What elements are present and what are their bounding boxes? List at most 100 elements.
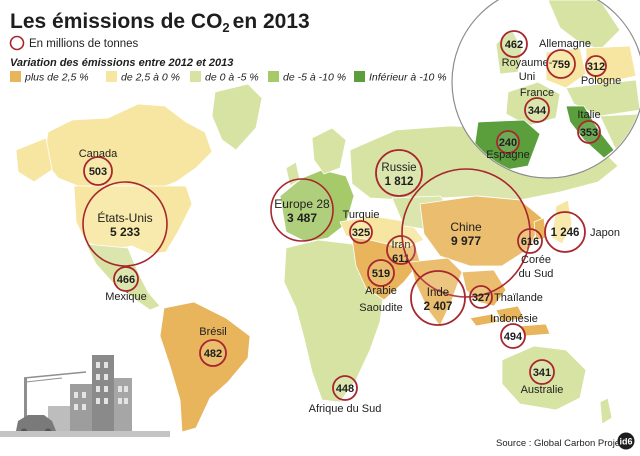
- land-indonesie-2: [495, 305, 525, 323]
- country-value: 312: [587, 61, 605, 73]
- country-royaumeuni: 462 Royaume- Uni: [500, 30, 553, 83]
- legend-swatch: [354, 71, 365, 82]
- country-value: 9 977: [451, 234, 481, 248]
- country-label: Iran: [392, 239, 411, 251]
- country-afriquesud: 448 Afrique du Sud: [309, 375, 382, 415]
- country-label: Mexique: [105, 291, 147, 303]
- country-value: 462: [505, 39, 523, 51]
- country-value: 240: [499, 137, 517, 149]
- country-value: 327: [472, 292, 490, 304]
- legend-title: Variation des émissions entre 2012 et 20…: [10, 57, 233, 69]
- country-label: Brésil: [199, 326, 227, 338]
- country-label: Uni: [519, 71, 536, 83]
- bubble-france: [524, 97, 550, 123]
- bubble-japon: [544, 211, 586, 253]
- bubble-allemagne: [546, 49, 576, 79]
- bubble-russie: [375, 149, 423, 197]
- legend-swatch: [268, 71, 279, 82]
- bubble-europe28: [270, 178, 334, 242]
- land-indonesie-3: [519, 323, 551, 337]
- unit-note: En millions de tonnes: [29, 38, 139, 50]
- country-australie: 341 Australie: [521, 359, 563, 396]
- country-label: Afrique du Sud: [309, 403, 382, 415]
- source-note: Source : Global Carbon Project: [496, 438, 628, 449]
- country-value: 2 407: [424, 301, 453, 313]
- country-mexique: 466 Mexique: [105, 266, 147, 303]
- country-value: 466: [117, 274, 135, 286]
- country-label: Indonésie: [490, 313, 538, 325]
- title-block: Les émissions de CO2 en 2013 En millions …: [9, 10, 447, 84]
- bubble-inde: [410, 270, 466, 326]
- country-label: Allemagne: [539, 38, 591, 50]
- country-label: Russie: [381, 162, 416, 174]
- bubble-pologne: [585, 55, 607, 77]
- legend-item: Inférieur à -10 %: [354, 71, 447, 84]
- country-value: 759: [552, 59, 570, 71]
- bubble-espagne: [496, 130, 520, 154]
- country-value: 3 487: [287, 211, 317, 225]
- country-allemagne: 759 Allemagne: [539, 38, 591, 79]
- unit-circle-icon: [9, 35, 25, 51]
- country-value: 1 246: [551, 227, 580, 239]
- country-france: 344 France: [520, 87, 554, 123]
- country-value: 519: [372, 268, 390, 280]
- country-label: Thaïlande: [494, 292, 543, 304]
- country-indonesie: 494 Indonésie: [490, 313, 538, 349]
- inset-bubbles: 462 Royaume- Uni 759 Allemagne 312 Pologne 344 F…: [486, 30, 621, 161]
- country-value: 448: [336, 383, 354, 395]
- bubble-canada: [83, 156, 113, 186]
- legend-swatch: [190, 71, 201, 82]
- bubble-mexique: [113, 266, 139, 292]
- bubble-arabie: [367, 259, 395, 287]
- inset-land-italy: [565, 105, 615, 159]
- legend-label: de -5 à -10 %: [283, 72, 346, 84]
- country-value: 353: [580, 127, 598, 139]
- country-inde: Inde 2 407: [410, 270, 466, 326]
- country-value: 5 233: [110, 225, 140, 239]
- country-pologne: 312 Pologne: [581, 55, 621, 87]
- inset-land-france: [505, 81, 561, 127]
- country-arabie: 519 Arabie Saoudite: [359, 259, 403, 314]
- country-value: 1 812: [385, 176, 414, 188]
- country-value: 325: [352, 227, 370, 239]
- bubble-royaumeuni: [500, 30, 528, 58]
- bubble-turquie: [349, 220, 373, 244]
- country-japon: 1 246 Japon: [544, 211, 620, 253]
- land-scandinavia: [311, 127, 347, 175]
- country-coree: 616 Corée du Sud: [517, 228, 553, 280]
- country-label: Japon: [590, 227, 620, 239]
- country-thailande: 327 Thaïlande: [469, 285, 543, 309]
- land-japon: [551, 199, 573, 245]
- land-europe: [279, 169, 355, 243]
- country-label: Canada: [79, 148, 118, 160]
- legend-item: plus de 2,5 %: [10, 71, 89, 84]
- country-label: Chine: [450, 220, 482, 234]
- legend-item: de -5 à -10 %: [268, 71, 346, 84]
- bubble-thailande: [469, 285, 493, 309]
- country-label: Inde: [427, 287, 449, 299]
- bubble-usa: [82, 181, 168, 267]
- bubble-chine: [401, 168, 531, 298]
- land-usa: [73, 185, 193, 255]
- land-indonesie-1: [469, 313, 499, 327]
- land-chine: [419, 195, 543, 267]
- bubble-coree: [517, 228, 543, 254]
- legend: plus de 2,5 % de 2,5 à 0 % de 0 à -5 % de -…: [10, 71, 447, 84]
- country-canada: 503 Canada: [79, 148, 118, 186]
- country-value: 503: [89, 166, 107, 178]
- bubble-indonesie: [500, 323, 526, 349]
- country-europe28: Europe 283 487: [270, 178, 334, 242]
- country-label: États-Unis: [97, 210, 152, 225]
- land-australie: [501, 345, 587, 411]
- bubble-italie: [577, 120, 601, 144]
- country-label: Corée: [521, 254, 551, 266]
- logo-text: id6: [619, 437, 632, 447]
- land-nz: [599, 397, 613, 425]
- legend-item: de 2,5 à 0 %: [106, 71, 180, 84]
- country-label: Saoudite: [359, 302, 402, 314]
- legend-label: de 0 à -5 %: [205, 72, 259, 84]
- legend-label: de 2,5 à 0 %: [121, 72, 180, 84]
